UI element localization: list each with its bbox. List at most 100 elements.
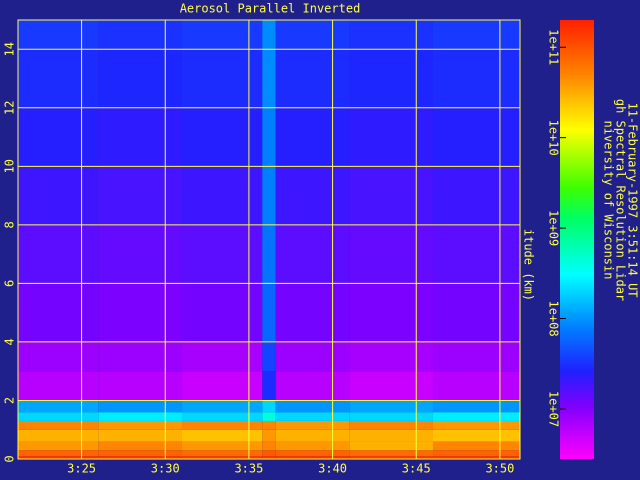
cell [349, 166, 433, 225]
cell [98, 166, 182, 225]
cell [432, 429, 520, 442]
cell [275, 420, 350, 430]
cell [18, 429, 99, 442]
y-tick-label: 8 [3, 221, 17, 228]
colorbar-tick-label: 1e+10 [547, 120, 561, 156]
chart-title: Aerosol Parallel Inverted [180, 2, 361, 16]
cell [18, 450, 99, 457]
cell [181, 107, 263, 167]
cell [349, 283, 433, 342]
cell [98, 412, 182, 421]
cell [432, 341, 520, 372]
annotation: gh Spectral Resolution Lidar [614, 99, 628, 301]
cell [275, 283, 350, 342]
y-tick-label: 6 [3, 280, 17, 287]
cell [275, 456, 350, 459]
cell [349, 412, 433, 421]
cell [98, 420, 182, 430]
x-tick-label: 3:35 [234, 462, 263, 476]
cell [432, 20, 520, 50]
cell [262, 412, 276, 421]
cell [432, 456, 520, 459]
cell [181, 49, 263, 108]
cell [432, 166, 520, 225]
x-tick-label: 3:45 [402, 462, 431, 476]
colorbar-tick-label: 1e+07 [547, 391, 561, 427]
colorbar-tick-label: 1e+08 [547, 300, 561, 336]
x-tick-label: 3:40 [318, 462, 347, 476]
x-tick-label: 3:30 [151, 462, 180, 476]
cell [275, 20, 350, 50]
cell [275, 341, 350, 372]
y-tick-label: 2 [3, 397, 17, 404]
cell [262, 450, 276, 457]
cell [181, 429, 263, 442]
cell [262, 400, 276, 413]
cell [181, 456, 263, 459]
cell [262, 107, 276, 167]
cell [349, 429, 433, 442]
cell [275, 400, 350, 413]
cell [18, 107, 99, 167]
cell [18, 456, 99, 459]
cell [18, 224, 99, 284]
cell [432, 412, 520, 421]
cell [181, 166, 263, 225]
cell [98, 107, 182, 167]
cell [262, 371, 276, 401]
y-tick-label: 4 [3, 338, 17, 345]
cell [181, 371, 263, 401]
cell [275, 107, 350, 167]
x-tick-label: 3:25 [67, 462, 96, 476]
cell [98, 441, 182, 451]
grid [17, 19, 521, 460]
cell [18, 49, 99, 108]
cell [432, 371, 520, 401]
cell [98, 224, 182, 284]
cell [18, 441, 99, 451]
cell [18, 400, 99, 413]
cell [98, 341, 182, 372]
cell [262, 283, 276, 342]
cell [181, 341, 263, 372]
cell [181, 400, 263, 413]
cell [349, 420, 433, 430]
annotation: 11-February-1997 3:51:14 UT [626, 102, 640, 297]
cell [181, 283, 263, 342]
cell [262, 420, 276, 430]
cell [18, 283, 99, 342]
cell [432, 420, 520, 430]
cell [181, 224, 263, 284]
cell [349, 456, 433, 459]
cell [275, 412, 350, 421]
x-tick-label: 3:50 [485, 462, 514, 476]
cell [262, 429, 276, 442]
cell [432, 283, 520, 342]
heatmap [18, 20, 520, 459]
cell [349, 20, 433, 50]
cell [262, 341, 276, 372]
cell [18, 166, 99, 225]
cell [349, 441, 433, 451]
cell [98, 371, 182, 401]
cell [432, 450, 520, 457]
cell [349, 400, 433, 413]
cell [98, 450, 182, 457]
cell [262, 49, 276, 108]
y-axis-label: itude (km) [522, 229, 536, 301]
cell [262, 20, 276, 50]
cell [98, 429, 182, 442]
cell [98, 456, 182, 459]
colorbar-tick-label: 1e+11 [547, 29, 561, 65]
cell [98, 49, 182, 108]
cell [181, 441, 263, 451]
cell [432, 224, 520, 284]
y-tick-label: 12 [3, 101, 17, 115]
cell [18, 412, 99, 421]
cell [18, 420, 99, 430]
cell [349, 371, 433, 401]
cell [262, 456, 276, 459]
cell [181, 420, 263, 430]
cell [275, 450, 350, 457]
